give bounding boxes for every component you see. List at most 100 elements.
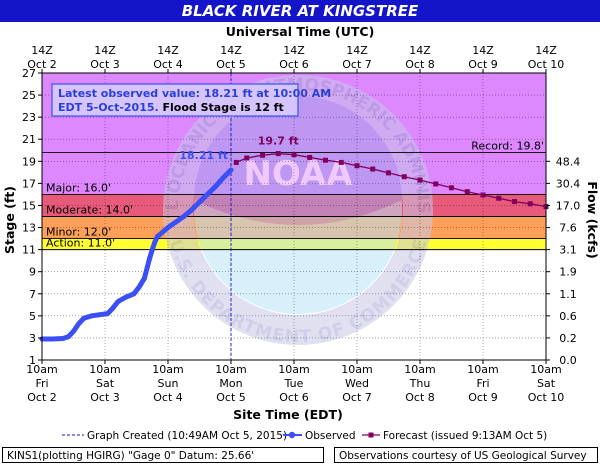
threshold-label-major: Major: 16.0' — [46, 181, 111, 194]
y2-tick-label: 0.2 — [559, 332, 577, 345]
observed-point — [136, 284, 142, 290]
bottom-x-tick-day: Mon — [219, 377, 242, 390]
top-x-tick-date: Oct 7 — [342, 58, 372, 71]
top-x-tick-time: 14Z — [283, 44, 305, 57]
latest-observed-info-box: Latest observed value: 18.21 ft at 10:00… — [51, 83, 331, 117]
observed-point — [65, 334, 71, 340]
forecast-point — [323, 157, 328, 163]
bottom-x-tick-day: Sat — [537, 377, 556, 390]
observed-point — [123, 294, 129, 300]
bottom-x-tick-date: Oct 5 — [216, 391, 246, 404]
flood-threshold-lines: Record: 19.8' Major: 16.0' Moderate: 14.0'… — [42, 139, 546, 251]
y2-tick-label: 1.9 — [559, 266, 577, 279]
observed-point — [71, 328, 76, 334]
top-x-tick-date: Oct 2 — [27, 58, 57, 71]
y-tick-label: 11 — [22, 244, 36, 257]
top-x-tick-time: 14Z — [346, 44, 368, 57]
bottom-x-tick-time: 10am — [215, 363, 246, 376]
observed-point — [141, 275, 147, 281]
forecast-point — [338, 159, 344, 165]
top-x-tick-time: 14Z — [472, 44, 494, 57]
bottom-x-tick-day: Sat — [96, 377, 115, 390]
forecast-point — [307, 154, 313, 160]
footer-datum: KINS1(plotting HGIRG) "Gage 0" Datum: 25… — [2, 447, 324, 463]
y-tick-label: 27 — [22, 67, 36, 80]
bottom-x-tick-date: Oct 10 — [528, 391, 565, 404]
forecast-point — [260, 152, 265, 158]
bottom-x-tick-time: 10am — [278, 363, 309, 376]
y2-axis-label: Flow (kcfs) — [585, 181, 600, 258]
top-x-tick-time: 14Z — [535, 44, 557, 57]
observed-point — [152, 239, 158, 245]
y-tick-label: 19 — [22, 155, 36, 168]
observed-point — [149, 247, 155, 253]
observed-point — [76, 321, 82, 326]
observed-point — [144, 265, 150, 271]
y-tick-label: 21 — [22, 133, 36, 146]
forecast-point — [291, 152, 297, 158]
threshold-label-moderate: Moderate: 14.0' — [46, 204, 133, 217]
observed-point — [60, 336, 66, 341]
x-axis-label: Site Time (EDT) — [233, 407, 343, 422]
y2-tick-label: 0.0 — [559, 354, 577, 367]
forecast-point — [233, 159, 239, 165]
y2-tick-label: 3.1 — [559, 244, 577, 257]
top-x-tick-date: Oct 3 — [90, 58, 120, 71]
bottom-x-tick-time: 10am — [89, 363, 120, 376]
y-tick-label: 23 — [22, 111, 36, 124]
axes-layer: 135791113151719212325270.00.20.61.11.93.… — [22, 44, 580, 404]
info-line-2: EDT 5-Oct-2015. Flood Stage is 12 ft — [58, 101, 284, 114]
watermark-bird — [194, 96, 402, 225]
forecast-point — [496, 195, 502, 201]
y-tick-label: 9 — [29, 266, 36, 279]
forecast-point — [244, 155, 250, 161]
observed-point — [197, 199, 202, 205]
title-bar — [0, 0, 600, 22]
observed-point — [50, 336, 55, 342]
series-layer: 18.21 ft 19.7 ft — [39, 73, 549, 360]
observed-point — [204, 192, 210, 197]
observed-point — [220, 175, 226, 181]
y2-tick-label: 7.6 — [559, 222, 577, 235]
observed-point — [181, 214, 187, 219]
y-axis-label: Stage (ft) — [2, 186, 17, 254]
forecast-point — [464, 189, 470, 195]
y-tick-label: 3 — [29, 332, 36, 345]
threshold-label-record: Record: 19.8' — [471, 139, 544, 152]
top-x-tick-date: Oct 4 — [153, 58, 183, 71]
observed-point — [81, 315, 87, 321]
forecast-crest-label: 19.7 ft — [258, 135, 299, 148]
observed-point — [160, 229, 166, 235]
y-tick-label: 5 — [29, 310, 36, 323]
observed-point — [89, 313, 95, 319]
observed-point — [131, 291, 137, 297]
forecast-point — [433, 181, 439, 187]
observed-point — [173, 219, 179, 225]
y-tick-label: 17 — [22, 177, 36, 190]
bottom-x-tick-time: 10am — [26, 363, 57, 376]
observed-point — [97, 312, 103, 318]
forecast-point — [512, 199, 517, 205]
y-tick-label: 7 — [29, 288, 36, 301]
y2-tick-label: 48.4 — [556, 155, 581, 168]
top-x-tick-time: 14Z — [157, 44, 179, 57]
bottom-x-tick-time: 10am — [152, 363, 183, 376]
bottom-x-tick-day: Fri — [35, 377, 48, 390]
bottom-x-tick-day: Thu — [409, 377, 431, 390]
y2-tick-label: 0.6 — [559, 310, 577, 323]
observed-point — [212, 184, 218, 190]
forecast-point — [386, 170, 391, 176]
y2-tick-label: 30.4 — [556, 177, 581, 190]
observed-point — [105, 311, 111, 317]
top-x-tick-date: Oct 5 — [216, 58, 246, 71]
top-axis-label: Universal Time (UTC) — [226, 24, 375, 39]
bottom-x-tick-day: Fri — [476, 377, 489, 390]
legend-observed: Observed — [305, 430, 356, 442]
top-x-tick-date: Oct 9 — [468, 58, 498, 71]
observed-point — [155, 233, 160, 239]
bottom-x-tick-date: Oct 8 — [405, 391, 435, 404]
top-x-tick-time: 14Z — [31, 44, 53, 57]
y2-tick-label: 1.1 — [559, 288, 577, 301]
